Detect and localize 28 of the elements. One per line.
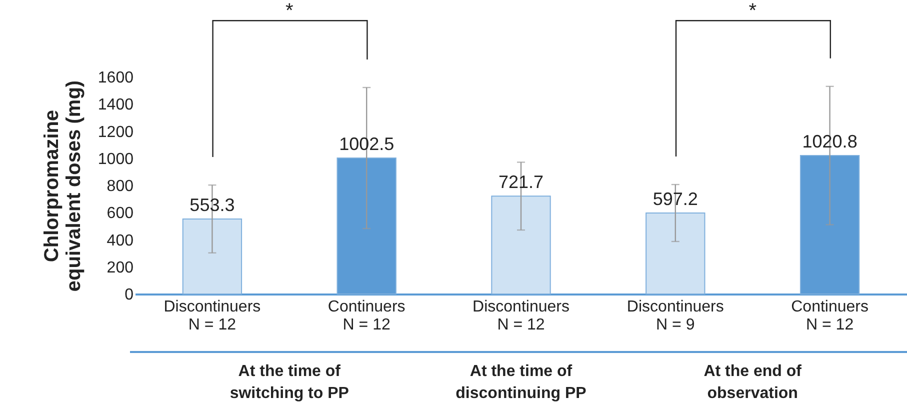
data-label: 721.7 — [498, 172, 544, 192]
x-tick-label: Discontinuers N = 9 — [626, 298, 724, 334]
x-tick-label: Continuers N = 12 — [791, 298, 868, 334]
x-tick-label: Discontinuers N = 12 — [472, 298, 570, 334]
data-label: 597.2 — [652, 189, 698, 210]
x-tick-label: Discontinuers N = 12 — [164, 298, 261, 334]
bar — [646, 212, 706, 294]
x-tick-label: Continuers N = 12 — [328, 298, 406, 334]
text: * — [748, 0, 757, 22]
y-tick-label: 1000 — [98, 150, 134, 168]
data-label: 1002.5 — [339, 134, 394, 154]
bar — [182, 218, 242, 294]
y-tick-label: 0 — [124, 286, 134, 304]
y-tick-label: 1400 — [98, 96, 134, 114]
text: At the time of discontinuing PP — [456, 363, 587, 402]
y-tick-label: 1200 — [98, 124, 134, 141]
y-tick-label: 1600 — [98, 70, 134, 86]
y-tick-label: 400 — [106, 232, 134, 250]
y-tick-label: 200 — [106, 259, 134, 276]
y-tick-label: 800 — [106, 178, 134, 195]
data-label: 1020.8 — [802, 132, 858, 152]
y-axis-title: Chlorpromazine equivalent doses (mg) — [40, 80, 85, 292]
text: * — [286, 0, 294, 22]
text: At the end of observation — [704, 363, 802, 402]
bar — [491, 196, 551, 294]
data-label: 553.3 — [190, 194, 235, 215]
text: At the time of switching to PP — [230, 363, 350, 402]
y-tick-label: 600 — [106, 205, 134, 222]
